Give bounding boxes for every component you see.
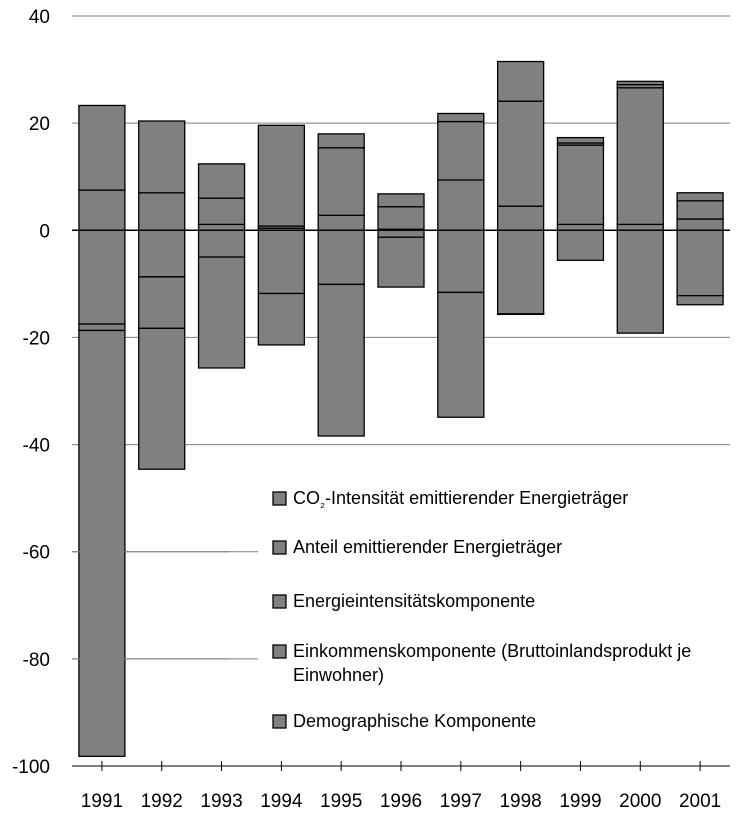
bar-segment: [138, 276, 186, 329]
bar-segment: [78, 329, 126, 758]
bar-segment: [78, 104, 126, 191]
x-tick-label: 1991: [81, 791, 123, 812]
bar-segment: [676, 294, 724, 306]
bar-segment: [616, 229, 664, 334]
bar-segment: [197, 197, 246, 226]
legend-swatch: [272, 594, 287, 609]
bar-segment: [78, 323, 126, 332]
legend-entry: Energieintensitätskomponente: [293, 591, 535, 611]
x-tick-label: 1997: [440, 791, 482, 812]
bar-segment: [78, 189, 126, 231]
y-tick-label: -20: [23, 328, 50, 349]
y-axis-tick-labels: 40 20 0 -20 -40 -60 -80 -100: [12, 7, 50, 778]
bar-segment: [556, 223, 605, 231]
bar-segment: [676, 192, 724, 202]
x-tick-label: 1998: [499, 791, 541, 812]
bar-segment: [317, 229, 365, 286]
bar-segment: [496, 313, 545, 316]
legend-swatch: [272, 644, 287, 659]
bar-segment: [496, 100, 545, 207]
bar-segment: [496, 205, 545, 231]
bar-segment: [496, 229, 545, 315]
x-tick-label: 1996: [380, 791, 422, 812]
bar-segment: [437, 229, 485, 294]
bar-segment: [197, 163, 246, 199]
bar-segment: [138, 229, 186, 278]
bar-segment: [616, 80, 664, 86]
bar-segment: [317, 283, 365, 437]
legend-entry: Anteil emittierender Energieträger: [293, 537, 562, 557]
bar-segment: [78, 229, 126, 325]
x-tick-label: 1992: [141, 791, 183, 812]
x-tick-label: 2000: [619, 791, 661, 812]
legend: CO₂-Intensität emittierender Energieträg…: [72, 480, 752, 750]
bar-segment: [377, 236, 425, 288]
bar-segment: [556, 229, 605, 261]
legend-swatch: [272, 714, 287, 729]
bar-segment: [377, 206, 425, 230]
y-tick-label: 0: [39, 221, 50, 242]
bar-segment: [437, 179, 485, 231]
legend-entry: Einkommenskomponente (Bruttoinlandsprodu…: [293, 641, 691, 685]
bar-segment: [257, 292, 306, 346]
bar-segment: [437, 112, 485, 123]
legend-entry: Demographische Komponente: [293, 711, 536, 731]
bar-segment: [317, 147, 365, 216]
bar-segment: [556, 144, 605, 226]
legend-background: [228, 480, 752, 750]
x-tick-label: 1999: [559, 791, 601, 812]
y-tick-label: 20: [29, 114, 50, 135]
bar-segment: [676, 229, 724, 297]
legend-swatch: [272, 491, 287, 506]
x-tick-label: 1993: [200, 791, 242, 812]
bar-segment: [317, 214, 365, 231]
bar-segment: [138, 120, 186, 194]
x-tick-label: 1995: [320, 791, 362, 812]
bar-segment: [437, 120, 485, 181]
bar-segment: [257, 229, 306, 295]
bar-segment: [138, 327, 186, 470]
bar-segment: [556, 136, 605, 144]
x-tick-label: 2001: [679, 791, 721, 812]
bar-segment: [317, 133, 365, 149]
legend-entry: CO₂-Intensität emittierender Energieträg…: [293, 488, 628, 510]
legend-swatch: [272, 540, 287, 555]
x-tick-label: 1994: [260, 791, 303, 812]
bar-segment: [496, 60, 545, 102]
bar-segment: [197, 229, 246, 258]
bar-segment: [377, 193, 425, 208]
bar-segment: [676, 218, 724, 231]
x-axis: 1991 1992 1993 1994 1995 1996 1997 1998 1999 2000…: [72, 761, 730, 812]
bar-segment: [138, 192, 186, 231]
bar-segment: [676, 200, 724, 220]
y-tick-label: -100: [12, 757, 50, 778]
bar-segment: [197, 256, 246, 369]
bar-segment: [197, 223, 246, 231]
bar-segment: [437, 291, 485, 418]
y-tick-label: -60: [23, 543, 50, 564]
bar-segment: [616, 87, 664, 226]
y-tick-label: -80: [23, 650, 50, 671]
bar-segment: [616, 223, 664, 231]
bar-segment: [257, 124, 306, 227]
y-tick-label: 40: [29, 7, 50, 28]
y-tick-label: -40: [23, 436, 50, 457]
bar-segment: [377, 229, 425, 238]
